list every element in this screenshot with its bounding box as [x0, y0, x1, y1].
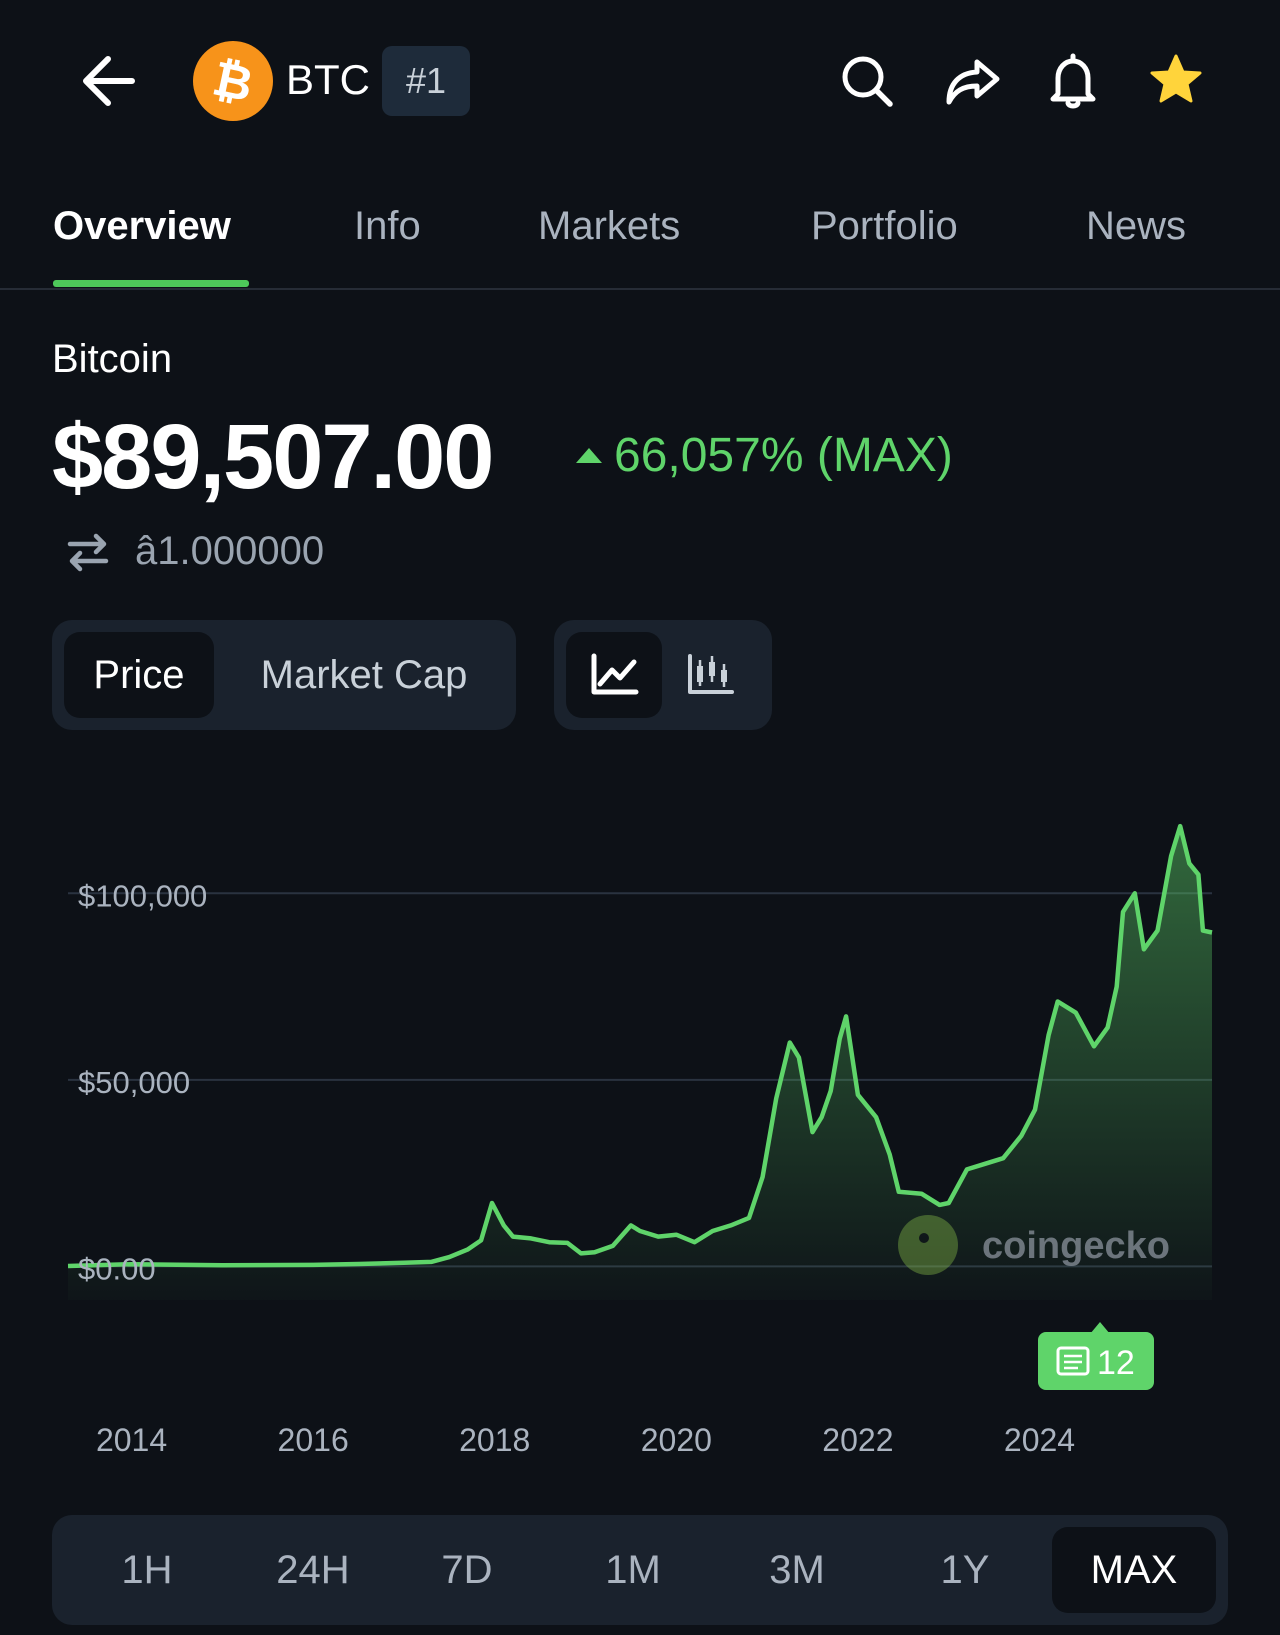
coin-price: $89,507.00: [52, 406, 494, 508]
coingecko-logo: [898, 1215, 958, 1275]
x-tick-label: 2016: [278, 1422, 349, 1458]
price-area: [68, 826, 1212, 1300]
price-change-value: 66,057% (MAX): [614, 429, 953, 482]
x-tick-label: 2020: [641, 1422, 712, 1458]
timeframe-1m[interactable]: 1M: [605, 1548, 661, 1592]
candlestick-icon[interactable]: [662, 632, 758, 718]
rank-badge: #1: [382, 46, 470, 116]
line-chart-icon[interactable]: [566, 632, 662, 718]
timeframe-3m[interactable]: 3M: [769, 1548, 825, 1592]
price-chart[interactable]: $100,000 $50,000 $0.00 2014 2016 2018 2020 202…: [0, 800, 1280, 1480]
active-tab-indicator: [53, 280, 249, 287]
timeframe-selector: 1H 24H 7D 1M 3M 1Y MAX: [52, 1515, 1228, 1625]
timeframe-24h[interactable]: 24H: [276, 1548, 350, 1592]
tab-info[interactable]: Info: [354, 204, 421, 248]
price-toggle[interactable]: Price: [64, 632, 214, 718]
timeframe-1h[interactable]: 1H: [121, 1548, 173, 1592]
bitcoin-logo: ₿: [193, 41, 273, 121]
market-cap-toggle[interactable]: Market Cap: [260, 653, 468, 697]
search-icon[interactable]: [832, 46, 902, 116]
btc-value: â1.000000: [135, 529, 325, 573]
timeframe-max[interactable]: MAX: [1052, 1527, 1216, 1613]
tab-markets[interactable]: Markets: [538, 204, 681, 248]
x-tick-label: 2024: [1004, 1422, 1075, 1458]
metric-toggle: Price Market Cap: [52, 620, 516, 730]
top-bar: ₿ BTC #1: [0, 0, 1280, 160]
tab-news[interactable]: News: [1086, 204, 1187, 248]
y-tick-label: $100,000: [78, 878, 207, 913]
svg-text:₿: ₿: [208, 51, 258, 114]
tab-portfolio[interactable]: Portfolio: [811, 204, 958, 248]
newspaper-icon: [1056, 1346, 1090, 1376]
news-count: 12: [1097, 1344, 1135, 1382]
caret-up-icon: [576, 448, 602, 463]
watermark-text: coingecko: [982, 1225, 1170, 1267]
star-icon[interactable]: [1141, 46, 1211, 116]
y-tick-label: $50,000: [78, 1065, 190, 1100]
share-icon[interactable]: [937, 46, 1007, 116]
tab-bar: Overview Info Markets Portfolio News: [0, 180, 1280, 290]
timeframe-7d[interactable]: 7D: [441, 1548, 493, 1592]
swap-icon[interactable]: [64, 528, 112, 576]
x-tick-label: 2014: [96, 1422, 167, 1458]
x-tick-label: 2022: [822, 1422, 893, 1458]
chart-type-toggle: [554, 620, 772, 730]
price-line: [67, 823, 1213, 1269]
timeframe-1y[interactable]: 1Y: [940, 1548, 990, 1592]
price-change: 66,057% (MAX): [576, 426, 953, 486]
bell-icon[interactable]: [1038, 46, 1108, 116]
x-tick-label: 2018: [459, 1422, 530, 1458]
news-badge[interactable]: 12: [1038, 1322, 1154, 1390]
y-tick-label: $0.00: [78, 1251, 156, 1286]
back-arrow-icon[interactable]: [72, 46, 146, 116]
coin-name: Bitcoin: [52, 337, 173, 381]
tab-overview[interactable]: Overview: [53, 204, 231, 248]
coin-ticker: BTC: [286, 56, 370, 103]
